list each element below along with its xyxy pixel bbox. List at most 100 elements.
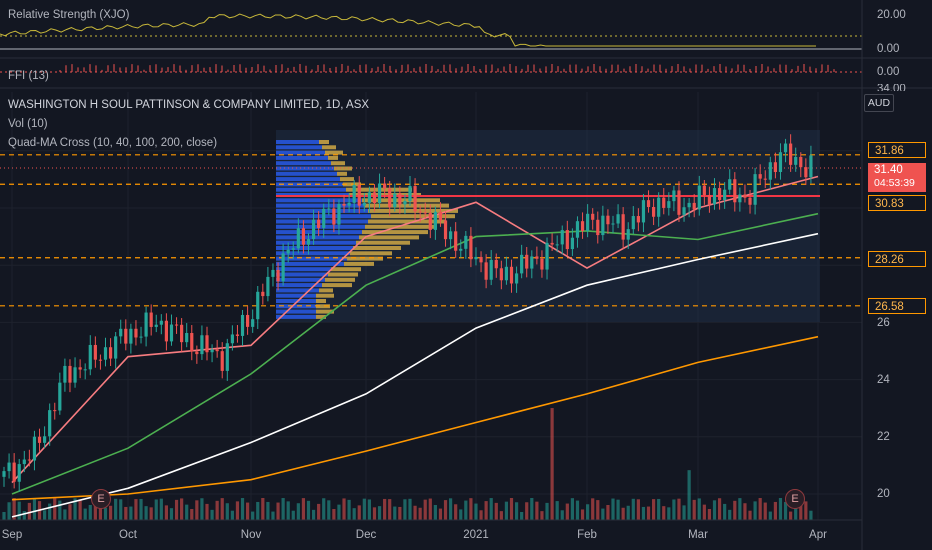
candle-body [641,200,646,223]
candle-body [413,186,417,212]
volume-bar [738,498,742,520]
volume-bar [454,504,458,520]
volume-bar [200,498,204,520]
currency-tag[interactable]: AUD [864,94,894,112]
volume-profile-bar [276,240,356,245]
candle-body [702,185,706,195]
earnings-event-marker[interactable]: E [91,489,111,509]
x-axis-label: Apr [809,529,827,541]
volume-profile-bar [353,246,401,250]
volume-bar [306,500,311,520]
volume-bar [246,502,250,520]
volume-bar [311,509,316,520]
volume-profile-bar [368,219,446,224]
volume-profile-bar [368,208,458,213]
volume-bar [535,501,539,520]
candle-body [32,436,37,461]
volume-bar [789,511,793,520]
candle-body [83,369,87,371]
symbol-title[interactable]: WASHINGTON H SOUL PATTINSON & COMPANY LI… [8,99,370,111]
volume-bar [540,511,544,520]
volume-bar [748,510,752,520]
volume-bar [591,498,595,520]
earnings-event-marker[interactable]: E [785,489,805,509]
candle-body [119,328,123,337]
volume-bar [93,498,97,520]
volume-bar [164,505,168,520]
ffi-axis-0: 0.00 [877,66,900,78]
candlesticks [2,134,813,492]
volume-bar [580,509,585,520]
rs-panel-label[interactable]: Relative Strength (XJO) [8,9,130,21]
volume-bar [677,498,681,520]
candle-body [43,436,47,443]
volume-bar [697,498,701,520]
candle-body [73,367,77,383]
volume-bar [332,509,336,520]
volume-bar [504,501,509,520]
volume-profile-bar [276,161,331,166]
volume-profile-bar [325,150,343,155]
candle-body [484,262,488,280]
candle-body [124,328,128,344]
bar-countdown: 04:53:39 [874,177,915,189]
candle-body [763,178,767,180]
candle-body [596,219,600,236]
ma-line-200 [11,335,819,501]
candle-body [220,351,224,371]
candle-body [646,200,651,208]
volume-bar [657,498,661,520]
candle-body [286,249,290,254]
candle-body [63,365,67,383]
volume-bar [159,498,163,520]
candle-body [93,344,97,360]
vol-indicator-label[interactable]: Vol (10) [8,118,48,130]
volume-profile-bar [316,309,334,314]
candle-body [672,190,676,202]
candle-body [514,273,519,284]
volume-bar [174,499,179,520]
ffi-panel-label[interactable]: FFI (13) [8,70,49,82]
volume-bar [134,499,138,520]
volume-bar [652,499,656,520]
volume-bar [144,506,148,520]
candle-body [296,228,300,249]
volume-bars [2,408,813,520]
volume-profile-bar [319,288,333,293]
volume-bar [809,510,813,520]
candle-body [504,266,509,281]
volume-bar [449,498,453,520]
candle-body [362,202,366,206]
volume-bar [73,498,77,520]
volume-profile-bar [276,166,334,171]
x-axis-label: 2021 [463,529,489,541]
quad-ma-label[interactable]: Quad-MA Cross (10, 40, 100, 200, close) [8,137,218,149]
candle-body [357,184,361,206]
candle-body [799,156,803,168]
candle-body [306,239,311,245]
volume-bar [484,501,488,520]
candle-body [398,193,402,205]
volume-bar [636,499,640,520]
volume-bar [139,498,143,520]
volume-profile-bar [276,293,316,298]
x-axis-label: Mar [688,529,708,541]
candle-body [692,202,696,210]
volume-bar [778,498,783,520]
volume-bar [596,500,600,520]
volume-profile-bar [365,224,437,229]
volume-bar [743,503,747,520]
volume-profile-bar [276,309,316,314]
candle-body [474,256,478,260]
price-axis-26: 26 [877,317,890,329]
candle-body [332,208,336,225]
candle-body [408,186,412,202]
last-price-badge: 31.40 04:53:39 [868,163,926,192]
volume-bar [783,501,788,520]
candle-body [804,167,808,178]
volume-bar [692,499,696,520]
volume-profile-bar [276,314,316,319]
volume-bar [499,511,503,520]
volume-bar [646,506,651,520]
